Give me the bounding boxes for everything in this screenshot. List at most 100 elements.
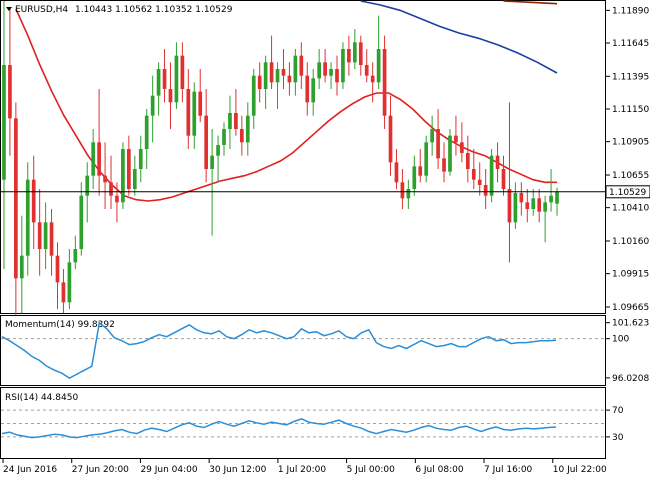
candle-body bbox=[412, 166, 417, 189]
candle-body bbox=[251, 75, 256, 116]
candle-body bbox=[25, 179, 30, 256]
candle bbox=[162, 49, 167, 103]
collapse-triangle-icon bbox=[6, 7, 12, 11]
candle-body bbox=[103, 175, 107, 183]
price-tick-label: 1.09915 bbox=[612, 270, 649, 280]
candle-body bbox=[174, 55, 179, 103]
candle-body bbox=[436, 129, 440, 159]
rsi-panel[interactable]: RSI(14) 44.8450 70 30 bbox=[0, 387, 624, 459]
candle-body bbox=[43, 222, 48, 249]
candle-body bbox=[448, 135, 452, 172]
candle bbox=[31, 155, 36, 249]
candle bbox=[424, 135, 429, 183]
candle bbox=[311, 69, 316, 116]
candle-body bbox=[525, 202, 530, 209]
momentum-panel[interactable]: Momentum(14) 99.8392 101.6235 100 96.0208 bbox=[0, 315, 650, 386]
candle-body bbox=[115, 195, 119, 203]
candle bbox=[251, 69, 256, 129]
price-axis-ticks: 1.11890 1.11645 1.11395 1.11150 1.10905 1.106… bbox=[606, 6, 649, 313]
rsi-axis-ticks: 70 30 bbox=[606, 406, 624, 443]
candle bbox=[186, 69, 191, 149]
current-price-box: 1.10529 bbox=[605, 185, 650, 199]
candle bbox=[25, 162, 30, 276]
candle bbox=[352, 29, 357, 69]
candle bbox=[477, 162, 482, 196]
candle-body bbox=[418, 166, 423, 176]
candle-body bbox=[97, 142, 101, 176]
candle bbox=[495, 142, 500, 183]
candle bbox=[358, 35, 363, 76]
candle bbox=[85, 162, 90, 223]
candle-body bbox=[121, 149, 125, 203]
candle-body bbox=[150, 95, 155, 116]
indicator-tick-label: 101.6235 bbox=[612, 319, 650, 329]
candle-body bbox=[519, 193, 524, 203]
time-tick-label: 6 Jul 08:00 bbox=[415, 465, 464, 475]
rsi-line bbox=[1, 409, 605, 439]
candle bbox=[144, 109, 149, 169]
symbol-header: EURUSD,H4 1.10443 1.10562 1.10352 1.1052… bbox=[6, 5, 233, 15]
time-tick-label: 29 Jun 04:00 bbox=[140, 465, 197, 475]
candle-body bbox=[8, 65, 12, 119]
candle bbox=[97, 89, 101, 196]
candle bbox=[537, 189, 542, 223]
candle bbox=[471, 149, 476, 189]
candle bbox=[192, 82, 197, 149]
candle bbox=[245, 102, 250, 156]
candle-body bbox=[132, 169, 137, 189]
price-panel[interactable]: 1.11890 1.11645 1.11395 1.11150 1.10905 1.106… bbox=[0, 0, 650, 316]
candle-body bbox=[228, 113, 232, 129]
price-tick-label: 1.10655 bbox=[612, 171, 649, 181]
candle-body bbox=[186, 89, 191, 136]
candle-body bbox=[14, 118, 18, 279]
candle-body bbox=[489, 155, 494, 196]
candle-body bbox=[299, 55, 304, 76]
candle-body bbox=[109, 182, 113, 196]
ohlc-values: 1.10443 1.10562 1.10352 1.10529 bbox=[75, 5, 233, 15]
candle-body bbox=[281, 69, 286, 76]
candle-body bbox=[454, 135, 458, 143]
time-tick-label: 30 Jun 12:00 bbox=[209, 465, 266, 475]
candle bbox=[448, 129, 452, 176]
candle bbox=[418, 149, 423, 183]
sma-long-line bbox=[503, 0, 558, 5]
candle-body bbox=[358, 42, 363, 65]
candle bbox=[257, 62, 262, 103]
candle bbox=[263, 55, 268, 109]
candle-body bbox=[394, 162, 399, 183]
candle-body bbox=[495, 155, 500, 169]
candle bbox=[299, 42, 304, 89]
candle-body bbox=[2, 65, 6, 180]
candle bbox=[150, 75, 155, 143]
candle bbox=[287, 62, 292, 96]
candle bbox=[269, 35, 274, 89]
candle bbox=[442, 142, 446, 183]
sma-slow-line bbox=[360, 0, 558, 74]
candle bbox=[335, 55, 339, 96]
candle bbox=[525, 189, 530, 223]
candle-body bbox=[311, 78, 316, 103]
candle-body bbox=[501, 169, 506, 189]
candle bbox=[293, 49, 298, 96]
candle bbox=[121, 142, 125, 209]
price-tick-label: 1.10905 bbox=[612, 138, 649, 148]
candle bbox=[370, 62, 375, 103]
symbol-label: EURUSD,H4 bbox=[15, 5, 68, 15]
candle bbox=[115, 182, 119, 223]
candle bbox=[305, 62, 310, 116]
candle-body bbox=[79, 195, 84, 249]
candle bbox=[406, 179, 411, 209]
candle-body bbox=[49, 222, 54, 256]
candle bbox=[43, 202, 48, 269]
candle bbox=[430, 115, 434, 156]
price-tick-label: 1.11890 bbox=[612, 6, 649, 16]
candle-body bbox=[555, 191, 559, 204]
candle bbox=[501, 155, 506, 196]
candle bbox=[79, 182, 84, 256]
candle-body bbox=[483, 185, 488, 196]
candle-body bbox=[460, 142, 464, 153]
candle bbox=[519, 182, 524, 216]
candle-body bbox=[507, 189, 512, 223]
candle bbox=[489, 149, 494, 203]
candle-body bbox=[240, 129, 244, 143]
